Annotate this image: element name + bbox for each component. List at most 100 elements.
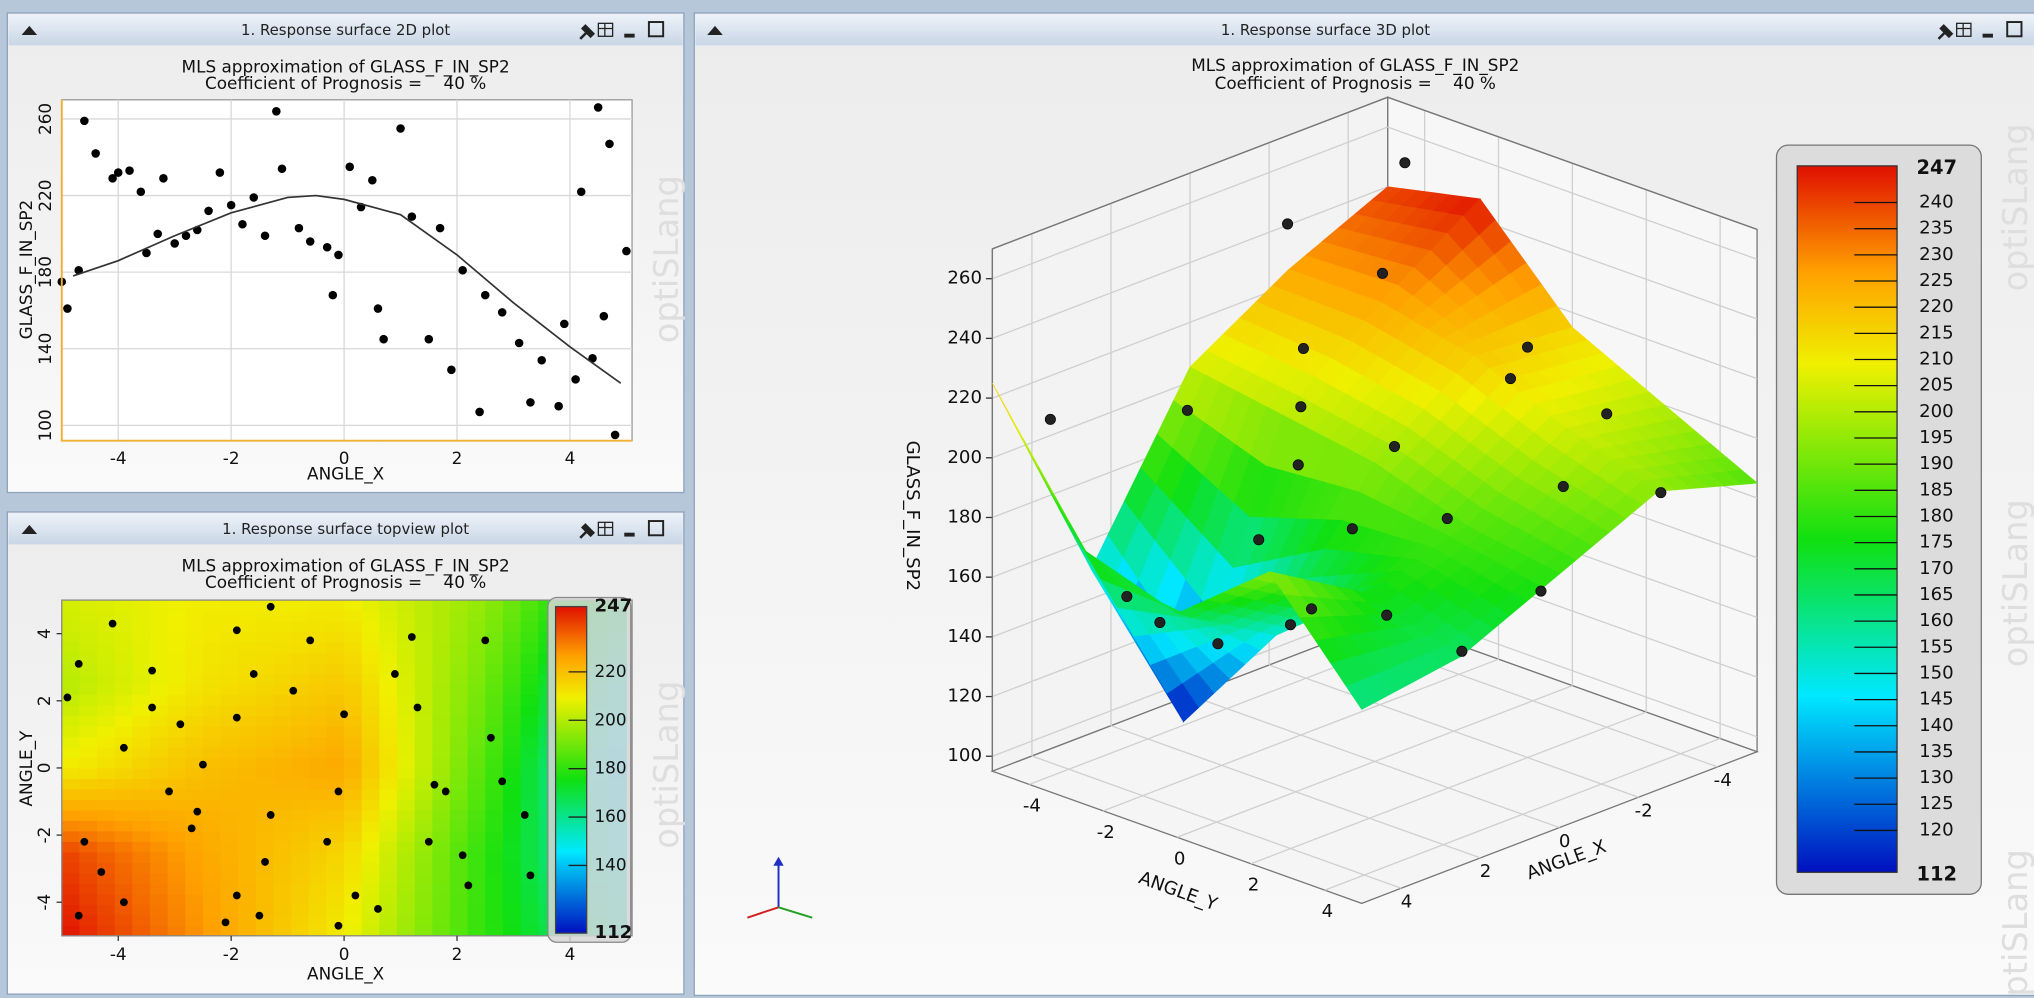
heat-cell [449,830,469,842]
heat-cell [308,684,327,696]
heat-cell [432,694,451,706]
heat-cell [167,715,186,727]
heat-cell [238,893,257,905]
heat-cell [291,600,310,612]
heat-cell [220,704,239,717]
point [599,311,609,321]
heat-cell [185,841,204,853]
heat-cell [79,694,98,706]
colorbar-label: 185 [1919,479,1954,500]
colorbar-label: 135 [1919,741,1954,762]
heat-cell [114,652,133,664]
grid-line [1102,658,1499,812]
axis-triad [747,856,813,919]
heat-cell [132,621,151,633]
heat-cell [202,820,222,832]
title-bar[interactable] [8,513,683,545]
heat-cell [79,799,98,811]
heat-cell [132,673,151,685]
heat-cell [308,746,327,758]
title-bar[interactable] [8,14,683,46]
point [610,430,620,440]
point [368,175,377,185]
grid-line [1250,711,1647,865]
heat-cell [79,914,98,926]
z-tick-label: 140 [947,626,982,647]
heat-cell [167,872,186,884]
heat-cell [449,704,469,717]
heat-cell [449,694,469,706]
heat-cell [502,830,522,842]
heat-cell [308,830,327,842]
point [622,246,631,256]
heat-cell [132,746,151,758]
heat-cell [502,673,522,685]
heat-cell [97,862,116,874]
heat-cell [185,631,204,643]
heat-cell [202,736,222,748]
y-tick-label: 140 [35,333,55,365]
heat-cell [344,694,363,706]
y-tick-label: 2 [34,695,54,706]
heat-cell [149,694,169,706]
heat-cell [379,694,398,706]
heat-cell [308,809,327,821]
heat-cell [79,642,98,654]
heat-cell [273,883,292,895]
heat-cell [238,621,257,633]
heat-cell [97,893,116,905]
watermark: optiSLang [1996,123,2034,291]
heat-cell [238,715,257,727]
heat-cell [467,788,486,800]
heat-cell [202,788,222,800]
point [1399,157,1411,169]
heat-cell [114,746,133,758]
point [396,124,405,133]
heat-cell [379,914,398,926]
title-bar[interactable] [695,14,2034,46]
heat-cell [361,704,380,717]
heat-cell [397,736,416,748]
heat-cell [326,851,345,863]
heat-cell [397,851,416,863]
heat-cell [520,883,539,895]
heat-cell [449,736,469,748]
heat-cell [79,820,98,832]
heat-cell [61,610,80,622]
heat-cell [326,642,345,654]
heat-cell [414,642,433,654]
heat-cell [361,746,380,758]
point [226,200,236,210]
point [260,231,270,241]
heat-cell [273,704,292,717]
point [119,743,128,752]
heat-cell [361,715,380,727]
heat-cell [114,642,133,654]
heat-cell [361,610,380,622]
heat-cell [238,652,257,664]
x-tick-label: 0 [1559,831,1571,852]
heat-cell [397,642,416,654]
x-tick-label: -4 [1714,770,1732,791]
heat-cell [255,631,275,643]
heat-cell [132,820,151,832]
point [593,103,603,112]
point [560,319,569,329]
heat-cell [185,809,204,821]
heat-cell [308,694,327,706]
colorbar-label: 220 [594,661,626,681]
heat-cell [397,788,416,800]
heat-cell [502,621,522,633]
heat-cell [220,830,239,842]
heat-cell [344,704,363,717]
heat-cell [185,904,204,916]
heat-cell [502,631,522,643]
heat-cell [79,778,98,790]
window-buttons[interactable] [21,21,2023,539]
heat-cell [449,862,469,874]
heat-cell [379,715,398,727]
heat-cell [291,862,310,874]
heat-cell [485,663,504,675]
point [277,164,287,174]
heat-cell [326,757,345,769]
